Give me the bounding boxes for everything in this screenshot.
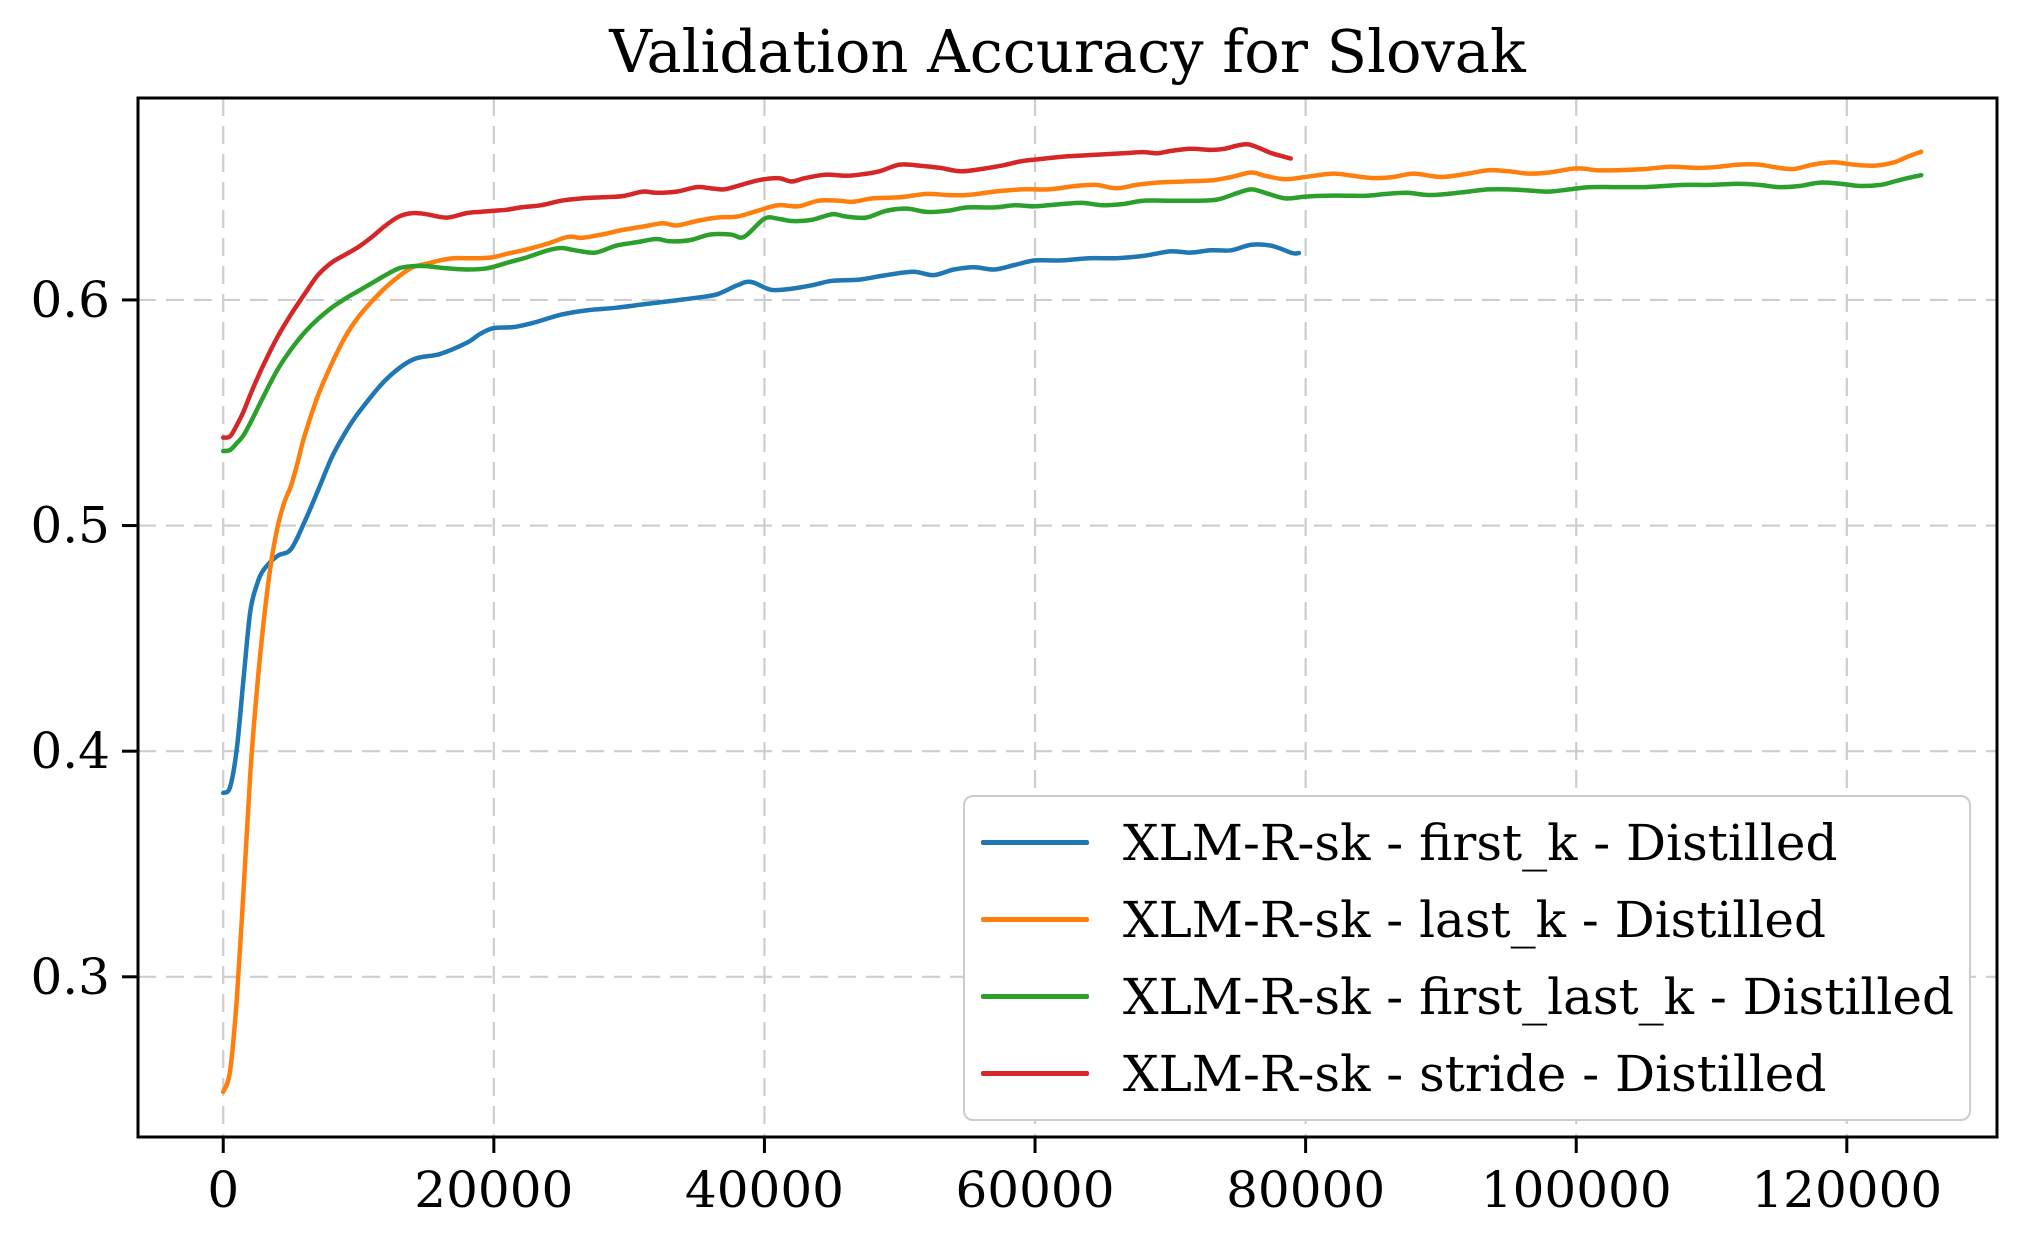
legend-label: XLM-R-sk - first_last_k - Distilled [1123, 967, 1955, 1026]
y-tick-label: 0.6 [30, 271, 110, 329]
x-tick-label: 0 [207, 1161, 239, 1219]
x-tick-label: 120000 [1751, 1161, 1942, 1219]
y-tick-label: 0.3 [30, 948, 110, 1006]
x-tick-label: 20000 [414, 1161, 573, 1219]
legend-line-swatch-first-last-k [981, 994, 1089, 999]
legend-line-swatch-last-k [981, 917, 1089, 922]
legend-label: XLM-R-sk - first_k - Distilled [1123, 813, 1838, 872]
legend-line-swatch-first-k [981, 840, 1089, 845]
legend-item: XLM-R-sk - stride - Distilled [981, 1036, 1969, 1111]
y-tick-label: 0.4 [30, 722, 110, 780]
legend-label: XLM-R-sk - last_k - Distilled [1123, 890, 1827, 949]
legend-item: XLM-R-sk - last_k - Distilled [981, 882, 1969, 957]
legend: XLM-R-sk - first_k - Distilled XLM-R-sk … [963, 795, 1971, 1121]
chart-title: Validation Accuracy for Slovak [609, 17, 1526, 86]
y-tick-label: 0.5 [30, 497, 110, 555]
legend-item: XLM-R-sk - first_k - Distilled [981, 805, 1969, 880]
x-tick-label: 100000 [1481, 1161, 1672, 1219]
ticks: 0 20000 40000 60000 80000 100000 120000 0.3 0.4 0… [30, 271, 1942, 1219]
x-tick-label: 40000 [685, 1161, 844, 1219]
series-line-last_k [220, 149, 1924, 1095]
axes-frame [136, 96, 1999, 1139]
legend-line-swatch-stride [981, 1071, 1089, 1076]
legend-item: XLM-R-sk - first_last_k - Distilled [981, 959, 1969, 1034]
series-line-stride [220, 141, 1293, 440]
series-group [220, 141, 1924, 1095]
series-line-first_last_k [220, 172, 1924, 454]
x-tick-label: 60000 [955, 1161, 1114, 1219]
series-line-first_k [220, 242, 1302, 796]
legend-label: XLM-R-sk - stride - Distilled [1123, 1044, 1827, 1103]
x-tick-label: 80000 [1226, 1161, 1385, 1219]
